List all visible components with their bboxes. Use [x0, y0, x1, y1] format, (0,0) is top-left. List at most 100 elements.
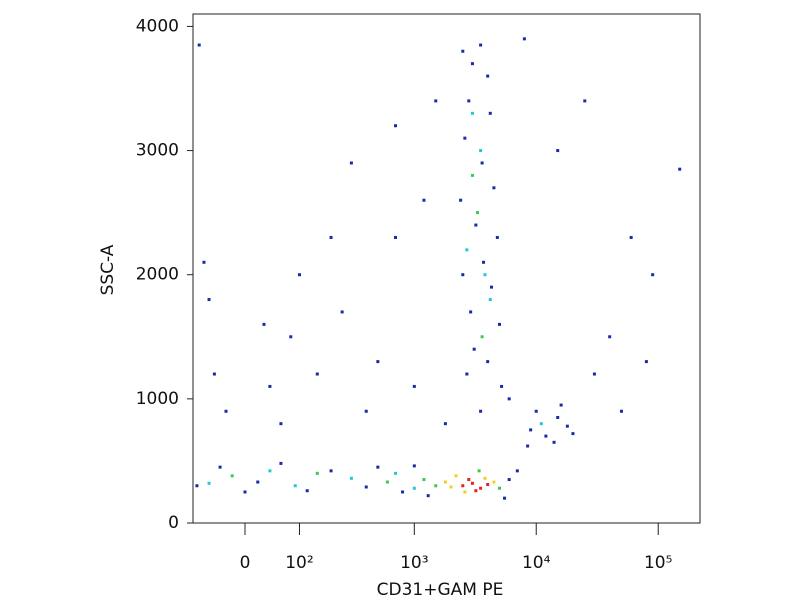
point: [243, 490, 247, 494]
point: [376, 360, 380, 364]
point: [329, 235, 333, 239]
y-axis-title: SSC-A: [98, 244, 118, 295]
point: [197, 43, 201, 47]
point: [465, 372, 469, 376]
point: [364, 485, 368, 489]
point: [544, 434, 548, 438]
point: [488, 298, 492, 302]
point: [315, 372, 319, 376]
x-tick-label: 10³: [400, 553, 428, 573]
point: [492, 480, 496, 484]
point: [486, 74, 490, 78]
point: [470, 173, 474, 177]
point: [479, 43, 483, 47]
point: [349, 161, 353, 165]
point: [434, 99, 438, 103]
point: [556, 149, 560, 153]
point: [474, 489, 478, 493]
point: [443, 480, 447, 484]
point: [559, 403, 563, 407]
point: [376, 465, 380, 469]
point: [202, 260, 206, 264]
y-tick-label: 3000: [136, 141, 179, 161]
point: [565, 424, 569, 428]
point: [498, 486, 502, 490]
point: [394, 471, 398, 475]
point: [470, 481, 474, 485]
point: [483, 476, 487, 480]
point: [256, 480, 260, 484]
point: [486, 360, 490, 364]
point: [293, 484, 297, 488]
point: [230, 474, 234, 478]
point: [472, 347, 476, 351]
point: [340, 310, 344, 314]
point: [479, 486, 483, 490]
point: [474, 223, 478, 227]
point: [467, 478, 471, 482]
point: [315, 471, 319, 475]
point: [268, 469, 272, 473]
point: [329, 469, 333, 473]
point: [539, 422, 543, 426]
point: [289, 335, 293, 339]
point: [479, 149, 483, 153]
point: [583, 99, 587, 103]
point: [490, 285, 494, 289]
point: [479, 409, 483, 413]
point: [262, 322, 266, 326]
y-tick-label: 2000: [136, 265, 179, 285]
point: [619, 409, 623, 413]
point: [644, 360, 648, 364]
point: [475, 211, 479, 215]
point: [422, 478, 426, 482]
point: [207, 298, 211, 302]
point: [470, 111, 474, 115]
point: [349, 476, 353, 480]
point: [463, 136, 467, 140]
point: [426, 494, 430, 498]
point: [515, 469, 519, 473]
point: [522, 37, 526, 41]
y-tick-label: 0: [168, 513, 179, 533]
point: [467, 99, 471, 103]
point: [488, 111, 492, 115]
point: [412, 464, 416, 468]
point: [486, 483, 490, 487]
point: [482, 260, 486, 264]
point: [279, 422, 283, 426]
point: [629, 235, 633, 239]
point: [461, 484, 465, 488]
point: [470, 62, 474, 66]
x-axis-title: CD31+GAM PE: [377, 580, 504, 600]
point: [534, 409, 538, 413]
point: [469, 310, 473, 314]
point: [571, 432, 575, 436]
point: [305, 489, 309, 493]
point: [268, 384, 272, 388]
point: [529, 428, 533, 432]
point: [443, 422, 447, 426]
point: [507, 397, 511, 401]
point: [461, 49, 465, 53]
point: [412, 384, 416, 388]
point: [212, 372, 216, 376]
point: [498, 322, 502, 326]
x-tick-label: 10⁵: [644, 553, 672, 573]
x-tick-label: 10⁴: [522, 553, 551, 573]
point: [507, 478, 511, 482]
point: [207, 481, 211, 485]
point: [480, 335, 484, 339]
point: [297, 273, 301, 277]
point: [449, 485, 453, 489]
point: [480, 161, 484, 165]
point: [500, 384, 504, 388]
point: [394, 124, 398, 128]
point: [454, 474, 458, 478]
point: [364, 409, 368, 413]
point: [552, 440, 556, 444]
y-tick-label: 4000: [136, 16, 179, 36]
point: [463, 490, 467, 494]
